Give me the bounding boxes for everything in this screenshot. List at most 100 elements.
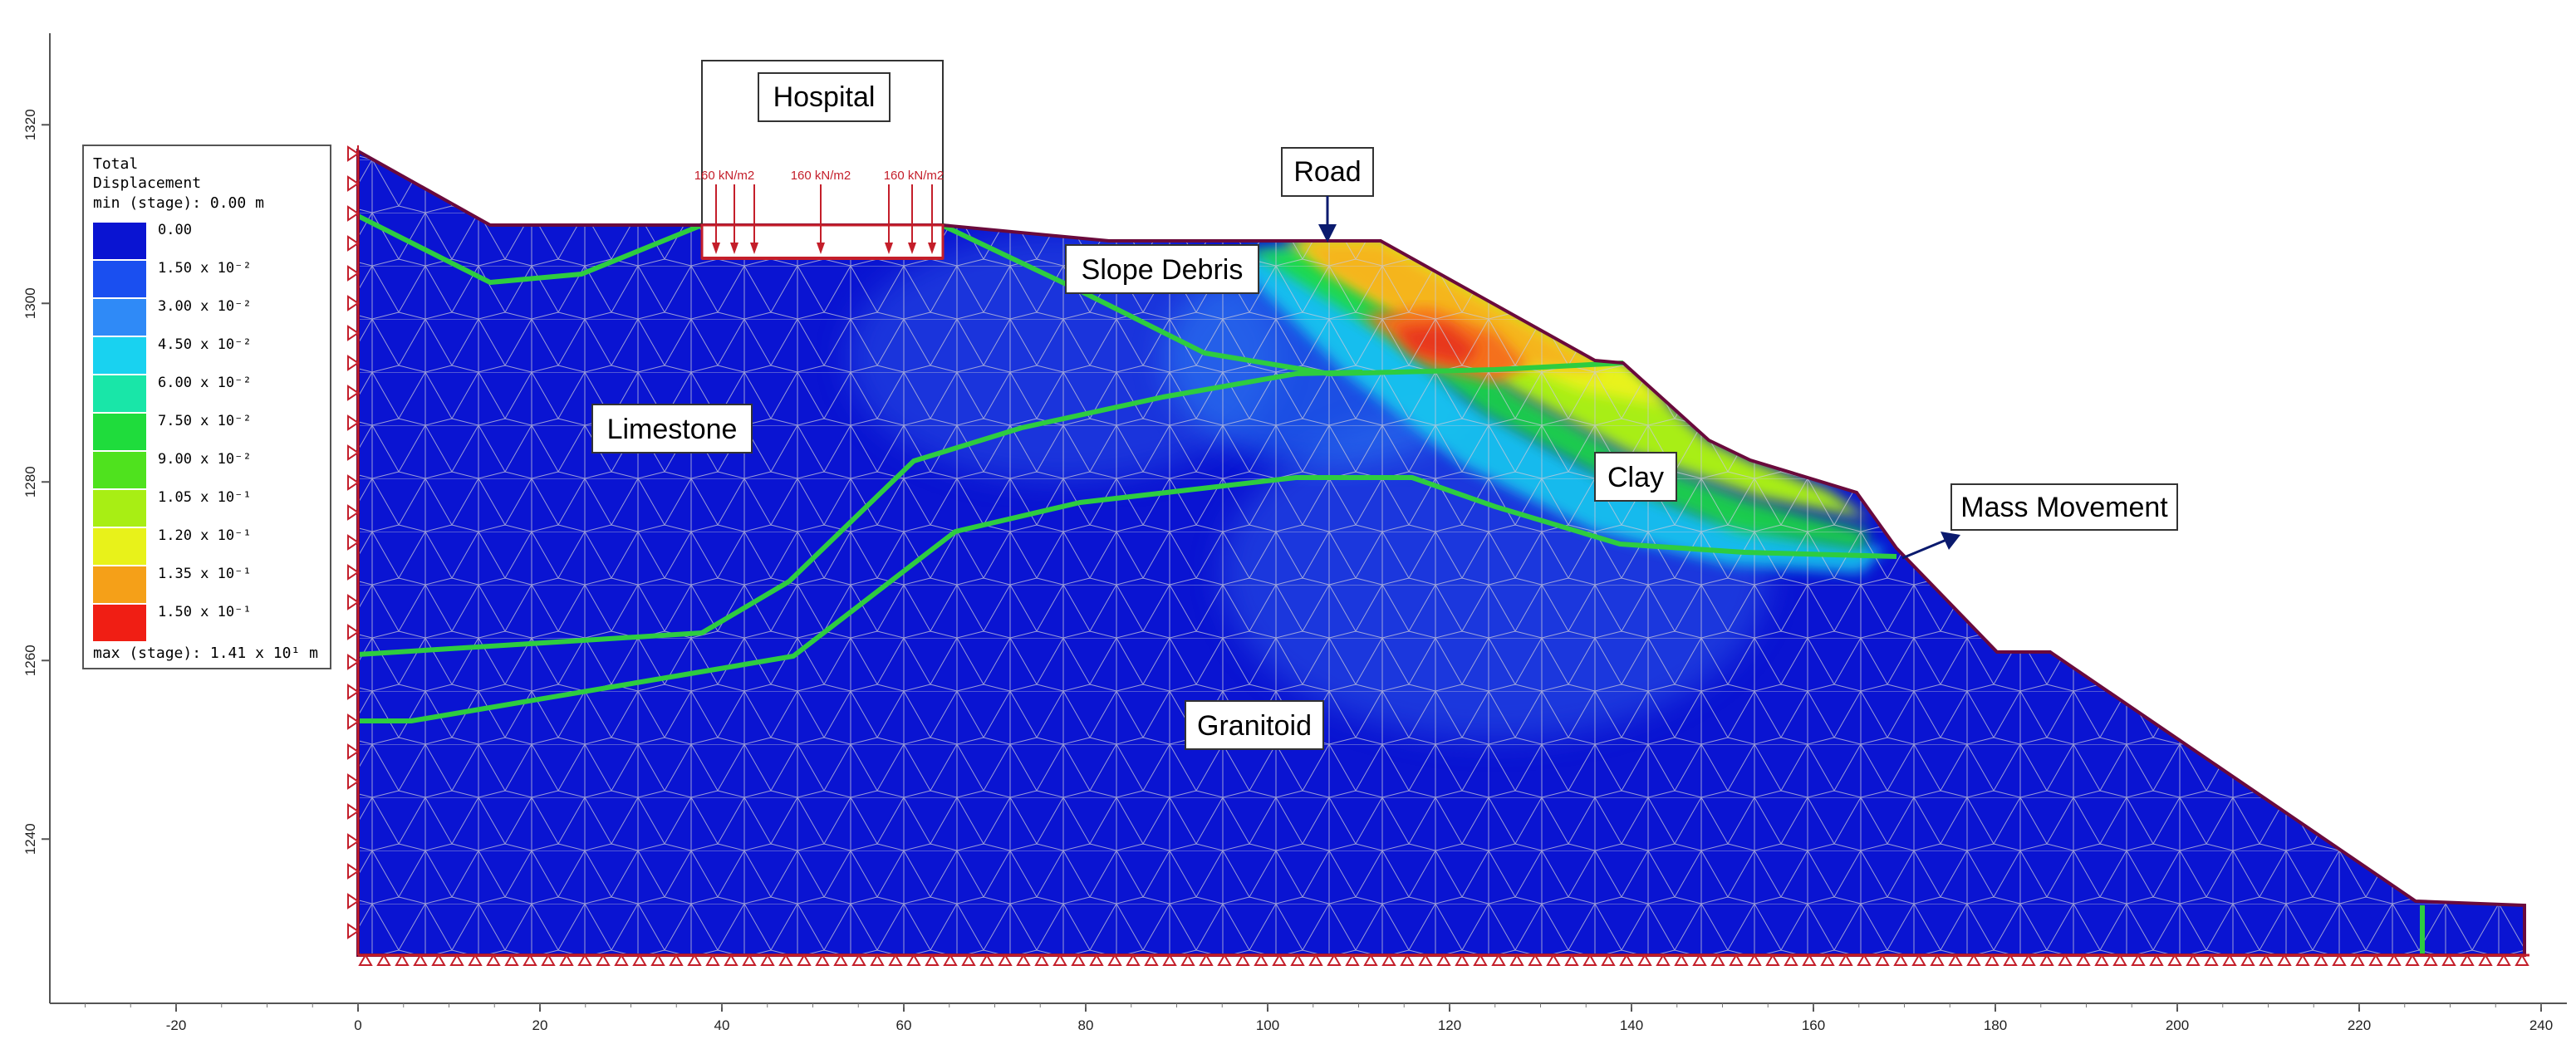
- bottom-support-symbol: [1436, 953, 1451, 966]
- load-label-2: 160 kN/m2: [791, 169, 851, 183]
- bottom-support-symbol: [2021, 953, 2036, 966]
- bottom-support-symbol: [1966, 953, 1981, 966]
- bottom-support-symbol: [1509, 953, 1524, 966]
- load-arrow-head: [712, 243, 720, 254]
- bottom-support-symbol: [632, 953, 647, 966]
- bottom-support-symbol: [760, 953, 775, 966]
- bottom-support-symbol: [870, 953, 885, 966]
- bottom-support-symbol: [2149, 953, 2164, 966]
- bottom-support-symbol: [2441, 953, 2456, 966]
- bottom-support-symbol: [2058, 953, 2073, 966]
- svg-text:Clay: Clay: [1607, 462, 1664, 493]
- bottom-support-symbol: [979, 953, 994, 966]
- limestone-label: Limestone: [591, 404, 753, 453]
- left-support-symbol: [347, 803, 360, 820]
- bottom-support-symbol: [2368, 953, 2383, 966]
- load-arrow-head: [928, 243, 936, 254]
- bottom-support-symbol: [1345, 953, 1360, 966]
- load-label-3: 160 kN/m2: [884, 169, 945, 183]
- legend-swatch: [93, 337, 146, 374]
- left-support-symbol: [347, 863, 360, 880]
- bottom-support-symbol: [2240, 953, 2255, 966]
- bottom-support-symbol: [705, 953, 720, 966]
- x-tick-label: 160: [1802, 1017, 1825, 1033]
- bottom-support-symbol: [2112, 953, 2127, 966]
- x-tick-label: 20: [532, 1017, 548, 1033]
- legend-entry-label: 6.00 x 10⁻²: [158, 375, 252, 391]
- bottom-support-symbol: [2295, 953, 2310, 966]
- bottom-support-symbol: [1199, 953, 1214, 966]
- bottom-support-symbol: [2423, 953, 2438, 966]
- bottom-support-symbol: [2076, 953, 2091, 966]
- load-arrow-head: [908, 243, 916, 254]
- granitoid-top-line: [358, 475, 1897, 723]
- bottom-support-symbol: [1071, 953, 1086, 966]
- layer-boundaries: [356, 213, 2425, 953]
- bottom-support-symbol: [1235, 953, 1250, 966]
- bottom-support-symbol: [687, 953, 702, 966]
- x-tick-label: 60: [896, 1017, 912, 1033]
- bottom-support-symbol: [577, 953, 592, 966]
- bottom-support-symbol: [1272, 953, 1287, 966]
- left-support-symbol: [347, 534, 360, 551]
- bottom-support-symbol: [1546, 953, 1561, 966]
- bottom-support-symbol: [376, 953, 391, 966]
- bottom-support-symbol: [1820, 953, 1835, 966]
- y-tick-label: 1240: [22, 823, 38, 855]
- left-support-symbol: [347, 325, 360, 341]
- x-tick-label: -20: [166, 1017, 187, 1033]
- bottom-support-symbol: [2478, 953, 2493, 966]
- legend-title-line1: Total: [93, 155, 138, 173]
- bottom-support-symbol: [833, 953, 848, 966]
- legend-color-scale: 0.00 1.50 x 10⁻² 3.00 x 10⁻² 4.50 x 10⁻² 6.0…: [93, 222, 252, 641]
- bottom-support-symbol: [1473, 953, 1488, 966]
- bottom-support-symbol: [1637, 953, 1652, 966]
- x-tick-label: 0: [354, 1017, 361, 1033]
- hospital-label: Hospital: [758, 72, 891, 122]
- bottom-support-symbol: [1893, 953, 1908, 966]
- y-tick-label: 1300: [22, 287, 38, 319]
- legend-swatch: [93, 414, 146, 450]
- left-support-symbol: [347, 654, 360, 670]
- bottom-support-symbol: [2186, 953, 2201, 966]
- bottom-support-symbol: [1217, 953, 1232, 966]
- debris-line: [940, 223, 1624, 376]
- legend-swatch: [93, 299, 146, 336]
- bottom-support-symbol: [1729, 953, 1744, 966]
- bottom-support-symbol: [669, 953, 684, 966]
- bottom-support-symbol: [1126, 953, 1141, 966]
- bottom-support-symbol: [961, 953, 976, 966]
- left-support-symbol: [347, 444, 360, 461]
- bottom-support-symbol: [1838, 953, 1853, 966]
- legend-entry-label: 4.50 x 10⁻²: [158, 336, 252, 353]
- bottom-support-symbol: [358, 953, 373, 966]
- x-tick-label: 240: [2529, 1017, 2553, 1033]
- legend-swatch: [93, 566, 146, 603]
- bottom-support-symbol: [1857, 953, 1872, 966]
- left-support-symbol: [347, 504, 360, 521]
- bottom-support-symbol: [1491, 953, 1506, 966]
- bottom-support-symbol: [1180, 953, 1195, 966]
- load-label-1: 160 kN/m2: [694, 169, 755, 183]
- bottom-support-symbol: [1930, 953, 1945, 966]
- x-tick-label: 40: [714, 1017, 730, 1033]
- bottom-support-symbol: [943, 953, 958, 966]
- bottom-support-symbol: [1674, 953, 1689, 966]
- legend-entry-label: 1.20 x 10⁻¹: [158, 527, 252, 544]
- bottom-support-symbol: [650, 953, 665, 966]
- legend-swatch: [93, 528, 146, 565]
- left-support-symbol: [347, 624, 360, 640]
- legend-entry-label: 1.50 x 10⁻¹: [158, 604, 252, 620]
- distributed-load-arrows: [712, 184, 936, 254]
- bottom-support-symbol: [778, 953, 793, 966]
- bottom-support-symbol: [1710, 953, 1725, 966]
- legend-max-text: max (stage): 1.41 x 10¹ m: [93, 645, 318, 662]
- bottom-support-symbol: [2313, 953, 2328, 966]
- legend-entry-label: 1.50 x 10⁻²: [158, 260, 252, 277]
- legend-swatch: [93, 452, 146, 488]
- bottom-support-symbol: [2387, 953, 2402, 966]
- bottom-support-symbol: [413, 953, 428, 966]
- bottom-support-symbol: [1381, 953, 1396, 966]
- svg-text:Limestone: Limestone: [607, 414, 738, 445]
- legend-entry-label: 3.00 x 10⁻²: [158, 298, 252, 315]
